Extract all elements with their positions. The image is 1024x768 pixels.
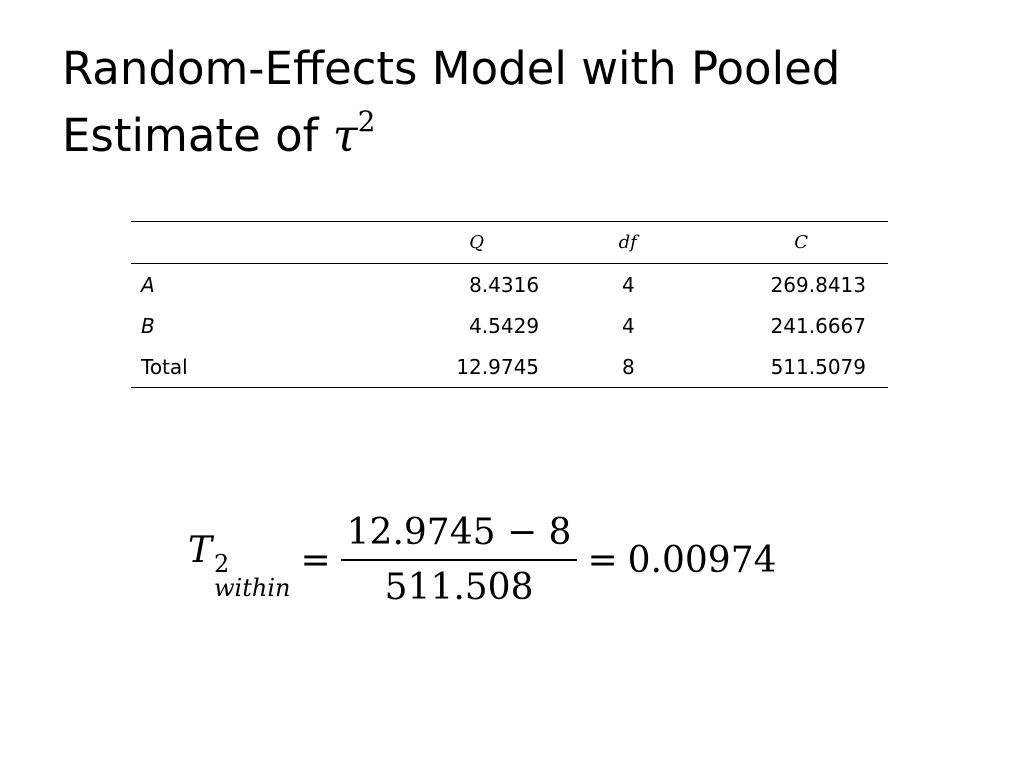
row-df-value: 4	[622, 313, 635, 338]
row-q-value: 12.9745	[456, 354, 540, 379]
table-row-total: Total 12.9745 8 511.5079	[131, 346, 888, 388]
equation-lhs-superscript: 2	[214, 550, 230, 578]
header-c: C	[794, 232, 808, 253]
equation-lhs-subscript: within	[214, 574, 291, 602]
row-label: A	[141, 272, 155, 297]
equation-result: 0.00974	[627, 539, 777, 581]
table-row: A 8.4316 4 269.8413	[131, 264, 888, 306]
row-label: Total	[141, 354, 188, 379]
header-q: Q	[469, 232, 485, 253]
row-q-value: 8.4316	[469, 272, 540, 297]
equals-sign: =	[587, 539, 618, 581]
header-df: df	[618, 232, 637, 253]
row-label: B	[141, 313, 155, 338]
row-c-value: 241.6667	[770, 313, 866, 338]
row-df-value: 4	[622, 272, 635, 297]
row-df-value: 8	[622, 354, 635, 379]
tau-squared-equation: T 2 within = 12.9745 − 8 511.508 = 0.009…	[188, 500, 777, 620]
statistics-table: Q df C A 8.4316 4 269.8413 B 4.5429 4 24…	[131, 221, 888, 388]
equals-sign: =	[300, 539, 331, 581]
table-row: B 4.5429 4 241.6667	[131, 305, 888, 346]
table-header-row: Q df C	[131, 221, 888, 264]
slide-title: Random-Effects Model with Pooled Estimat…	[62, 40, 962, 164]
fraction-denominator: 511.508	[384, 567, 534, 608]
tau-exponent: 2	[357, 105, 376, 138]
equation-lhs-symbol: T	[188, 530, 213, 571]
tau-symbol: τ2	[332, 105, 376, 162]
equation-lhs: T 2 within	[188, 530, 290, 600]
row-q-value: 4.5429	[469, 313, 540, 338]
fraction-numerator: 12.9745 − 8	[340, 512, 578, 561]
header-label	[131, 222, 355, 264]
row-c-value: 269.8413	[770, 272, 866, 297]
slide-title-text: Random-Effects Model with Pooled Estimat…	[62, 42, 841, 162]
equation-fraction: 12.9745 − 8 511.508	[340, 512, 578, 608]
row-c-value: 511.5079	[770, 354, 866, 379]
